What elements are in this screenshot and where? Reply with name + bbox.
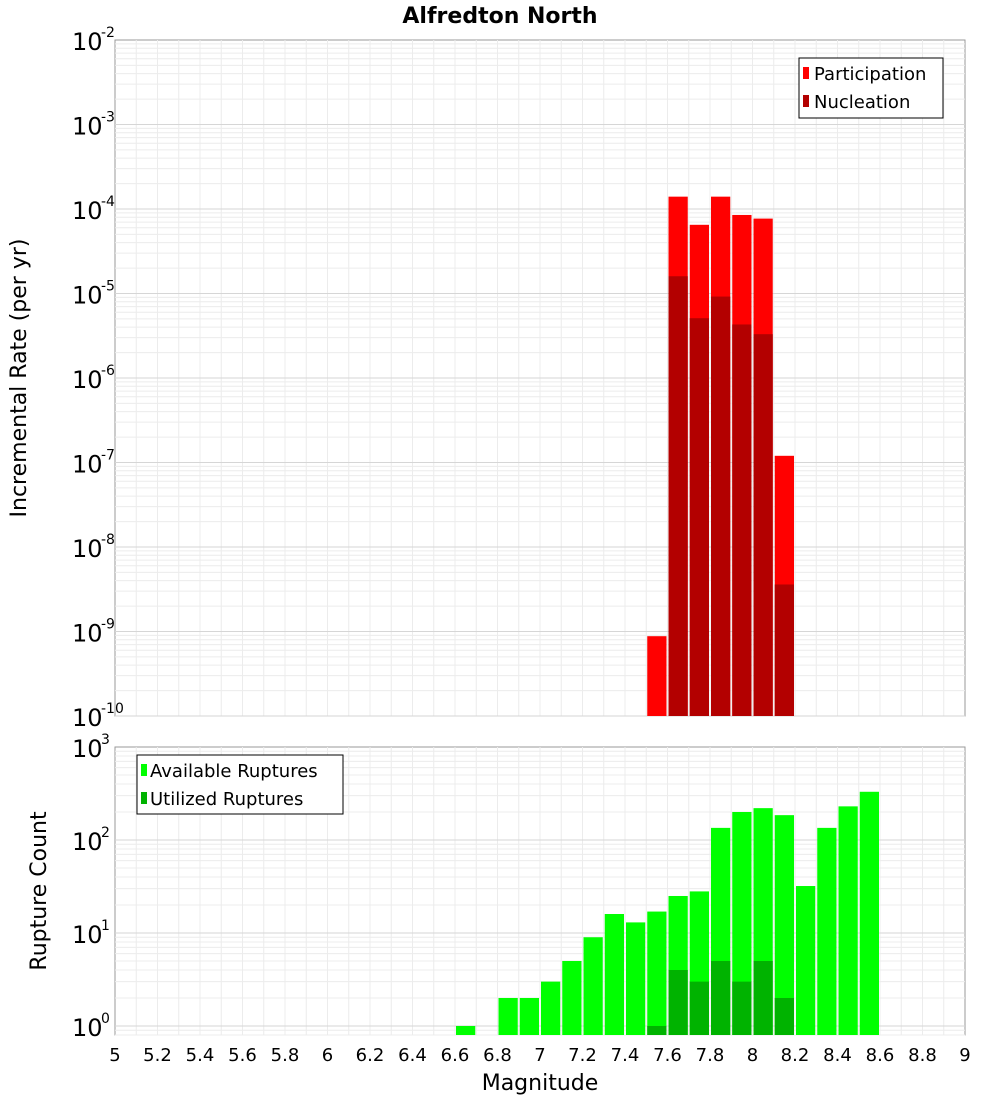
top-ytick-base-2: 10: [72, 535, 103, 563]
top-ytick-exponent-2: -8: [101, 532, 115, 548]
x-tick-label-12: 7.4: [611, 1045, 640, 1066]
bar-utilized-ruptures-0: [647, 1025, 667, 1035]
legend-swatch-nucleation: [803, 95, 809, 107]
top-ytick-base-8: 10: [72, 28, 103, 56]
bottom-ytick-base-2: 10: [72, 828, 103, 856]
top-ytick-base-5: 10: [72, 282, 103, 310]
x-tick-label-14: 7.8: [696, 1045, 725, 1066]
legend-swatch-utilized: [141, 792, 147, 804]
x-tick-label-20: 9: [959, 1045, 970, 1066]
legend-swatch-participation: [803, 67, 809, 79]
x-tick-label-6: 6.2: [356, 1045, 385, 1066]
bar-available-ruptures-0: [456, 1025, 476, 1035]
bar-nucleation-4: [732, 324, 752, 716]
x-tick-label-2: 5.4: [186, 1045, 215, 1066]
bottom-ytick-base-1: 10: [72, 921, 103, 949]
bar-nucleation-1: [668, 276, 688, 716]
top-ytick-exponent-0: -10: [101, 701, 124, 717]
bottom-ytick-exponent-1: 1: [101, 918, 110, 934]
bar-utilized-ruptures-5: [753, 960, 773, 1035]
x-tick-label-15: 8: [747, 1045, 758, 1066]
bar-available-ruptures-2: [519, 997, 539, 1035]
bottom-ytick-base-0: 10: [72, 1014, 103, 1042]
x-tick-label-0: 5: [109, 1045, 120, 1066]
top-ytick-base-3: 10: [72, 451, 103, 479]
bar-participation-0: [647, 636, 667, 716]
x-tick-label-13: 7.6: [653, 1045, 682, 1066]
top-ytick-base-1: 10: [72, 620, 103, 648]
top-legend: Participation Nucleation: [798, 57, 944, 119]
legend-swatch-available: [141, 764, 147, 776]
x-tick-label-7: 6.4: [398, 1045, 427, 1066]
x-tick-label-19: 8.8: [908, 1045, 937, 1066]
top-ytick-base-7: 10: [72, 113, 103, 141]
x-tick-label-9: 6.8: [483, 1045, 512, 1066]
bottom-ytick-exponent-2: 2: [101, 825, 110, 841]
bottom-legend: Available Ruptures Utilized Ruptures: [136, 754, 344, 815]
x-tick-label-11: 7.2: [568, 1045, 597, 1066]
bar-utilized-ruptures-4: [732, 981, 752, 1035]
top-ytick-exponent-3: -7: [101, 448, 115, 464]
top-ytick-base-6: 10: [72, 197, 103, 225]
bottom-ytick-exponent-3: 3: [101, 732, 110, 748]
x-tick-label-17: 8.4: [823, 1045, 852, 1066]
bar-available-ruptures-7: [626, 922, 646, 1035]
bar-available-ruptures-5: [583, 937, 603, 1035]
top-ytick-base-0: 10: [72, 704, 103, 732]
bar-available-ruptures-15: [796, 886, 816, 1035]
top-y-axis-label: Incremental Rate (per yr): [7, 239, 32, 518]
bar-utilized-ruptures-6: [774, 997, 794, 1035]
x-tick-label-16: 8.2: [781, 1045, 810, 1066]
chart-title: Alfredton North: [402, 4, 597, 29]
x-tick-label-18: 8.6: [866, 1045, 895, 1066]
bar-available-ruptures-1: [498, 997, 518, 1035]
bar-nucleation-6: [774, 584, 794, 716]
bar-available-ruptures-12: [732, 812, 752, 1035]
top-ytick-base-4: 10: [72, 366, 103, 394]
bar-available-ruptures-18: [859, 791, 879, 1035]
x-tick-label-5: 6: [322, 1045, 333, 1066]
bar-available-ruptures-3: [541, 981, 561, 1035]
bar-utilized-ruptures-3: [711, 960, 731, 1035]
x-tick-label-4: 5.8: [271, 1045, 300, 1066]
top-ytick-exponent-8: -2: [101, 25, 115, 41]
x-tick-label-1: 5.2: [143, 1045, 172, 1066]
bottom-y-axis-label: Rupture Count: [27, 811, 52, 971]
bottom-ytick-base-3: 10: [72, 735, 103, 763]
legend-label-nucleation: Nucleation: [814, 92, 910, 113]
bottom-ytick-exponent-0: 0: [101, 1011, 110, 1027]
top-ytick-exponent-6: -4: [101, 194, 115, 210]
x-tick-label-3: 5.6: [228, 1045, 257, 1066]
x-tick-label-10: 7: [534, 1045, 545, 1066]
bar-available-ruptures-14: [774, 815, 794, 1035]
bar-available-ruptures-4: [562, 960, 582, 1035]
top-ytick-exponent-1: -9: [101, 617, 115, 633]
bar-available-ruptures-6: [604, 914, 624, 1035]
bar-nucleation-3: [711, 296, 731, 716]
bar-nucleation-2: [689, 318, 709, 716]
bar-available-ruptures-8: [647, 911, 667, 1035]
legend-label-utilized: Utilized Ruptures: [150, 789, 303, 810]
x-axis-label: Magnitude: [482, 1071, 599, 1096]
top-ytick-exponent-4: -6: [101, 363, 115, 379]
legend-label-available: Available Ruptures: [150, 761, 318, 782]
bar-available-ruptures-16: [817, 827, 837, 1035]
x-tick-label-8: 6.6: [441, 1045, 470, 1066]
top-ytick-exponent-7: -3: [101, 110, 115, 126]
bar-utilized-ruptures-2: [689, 981, 709, 1035]
legend-label-participation: Participation: [814, 64, 926, 85]
bar-nucleation-5: [753, 334, 773, 716]
bar-available-ruptures-17: [838, 806, 858, 1035]
top-ytick-exponent-5: -5: [101, 279, 115, 295]
bar-utilized-ruptures-1: [668, 969, 688, 1035]
